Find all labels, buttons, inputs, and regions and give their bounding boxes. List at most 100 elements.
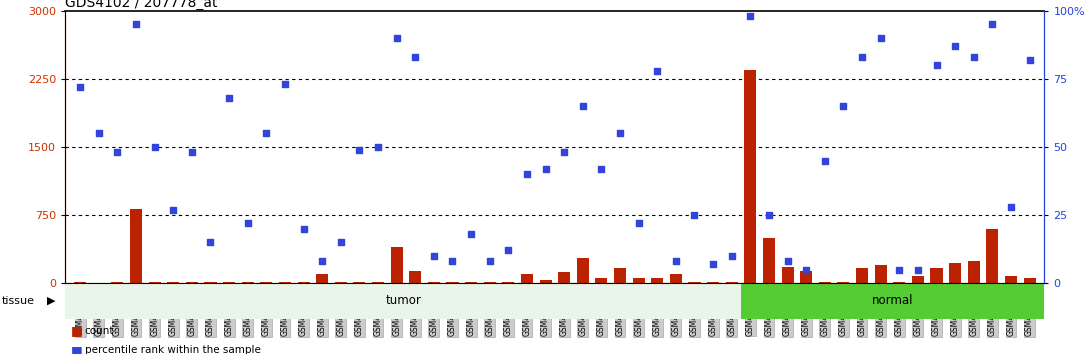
Point xyxy=(947,43,964,49)
Bar xyxy=(129,209,143,283)
Bar xyxy=(614,268,626,283)
Point xyxy=(1021,57,1038,63)
Bar xyxy=(65,283,741,319)
Bar xyxy=(781,267,793,283)
Point xyxy=(910,267,927,273)
Point xyxy=(221,95,238,101)
Point xyxy=(556,149,573,155)
Point xyxy=(201,240,219,245)
Text: ▶: ▶ xyxy=(47,296,55,306)
Point xyxy=(593,166,610,172)
Point xyxy=(648,68,666,73)
Bar xyxy=(744,70,756,283)
Bar xyxy=(111,282,123,283)
Point xyxy=(258,131,275,136)
Point xyxy=(350,147,368,153)
Bar xyxy=(577,258,589,283)
Point xyxy=(425,253,443,259)
Text: ■: ■ xyxy=(71,344,83,354)
Point xyxy=(704,261,721,267)
Point xyxy=(984,22,1001,27)
Point xyxy=(313,258,331,264)
Bar xyxy=(428,282,440,283)
Bar xyxy=(689,282,701,283)
Point xyxy=(685,212,703,218)
Bar xyxy=(242,282,254,283)
Bar xyxy=(317,274,329,283)
Bar xyxy=(763,238,775,283)
Bar xyxy=(741,283,1044,319)
Point xyxy=(834,103,852,109)
Bar xyxy=(595,278,607,283)
Bar xyxy=(670,274,682,283)
Bar xyxy=(391,247,403,283)
Bar xyxy=(930,268,942,283)
Bar xyxy=(893,282,905,283)
Point xyxy=(798,267,815,273)
Text: normal: normal xyxy=(871,295,914,307)
Point xyxy=(667,258,684,264)
Bar xyxy=(503,282,515,283)
Bar xyxy=(967,261,980,283)
Bar xyxy=(260,282,272,283)
Point xyxy=(1002,204,1019,210)
Bar xyxy=(335,282,347,283)
Bar xyxy=(205,282,217,283)
Text: count: count xyxy=(85,326,114,336)
Bar xyxy=(223,282,235,283)
Point xyxy=(332,240,349,245)
Text: tumor: tumor xyxy=(385,295,421,307)
Point xyxy=(127,22,145,27)
Point xyxy=(499,248,517,253)
Bar xyxy=(856,268,868,283)
Point xyxy=(518,171,535,177)
Bar xyxy=(632,278,645,283)
Point xyxy=(369,144,386,150)
Point xyxy=(388,35,406,41)
Point xyxy=(444,258,461,264)
Point xyxy=(816,158,833,164)
Point xyxy=(295,226,312,232)
Point xyxy=(90,131,108,136)
Bar xyxy=(1005,276,1017,283)
Bar xyxy=(1024,278,1036,283)
Point xyxy=(871,35,889,41)
Text: tissue: tissue xyxy=(2,296,35,306)
Bar xyxy=(186,282,198,283)
Bar xyxy=(540,280,552,283)
Bar xyxy=(838,282,850,283)
Bar xyxy=(465,282,478,283)
Point xyxy=(109,149,126,155)
Bar xyxy=(987,229,999,283)
Point xyxy=(276,81,294,87)
Bar xyxy=(297,282,310,283)
Point xyxy=(611,131,629,136)
Bar xyxy=(819,282,831,283)
Point xyxy=(481,258,498,264)
Bar xyxy=(521,274,533,283)
Text: ■: ■ xyxy=(71,325,83,337)
Point xyxy=(853,54,870,60)
Point xyxy=(239,221,257,226)
Point xyxy=(164,207,182,212)
Point xyxy=(928,62,945,68)
Point xyxy=(462,231,480,237)
Bar xyxy=(800,272,813,283)
Point xyxy=(724,253,741,259)
Point xyxy=(761,212,778,218)
Bar xyxy=(912,276,924,283)
Point xyxy=(574,103,592,109)
Point xyxy=(742,13,759,19)
Bar xyxy=(558,272,570,283)
Bar xyxy=(279,282,290,283)
Point xyxy=(146,144,163,150)
Bar xyxy=(949,263,961,283)
Bar xyxy=(484,282,496,283)
Text: percentile rank within the sample: percentile rank within the sample xyxy=(85,346,261,354)
Bar xyxy=(707,282,719,283)
Bar xyxy=(168,282,180,283)
Point xyxy=(965,54,982,60)
Bar xyxy=(372,282,384,283)
Bar xyxy=(74,282,86,283)
Point xyxy=(779,258,796,264)
